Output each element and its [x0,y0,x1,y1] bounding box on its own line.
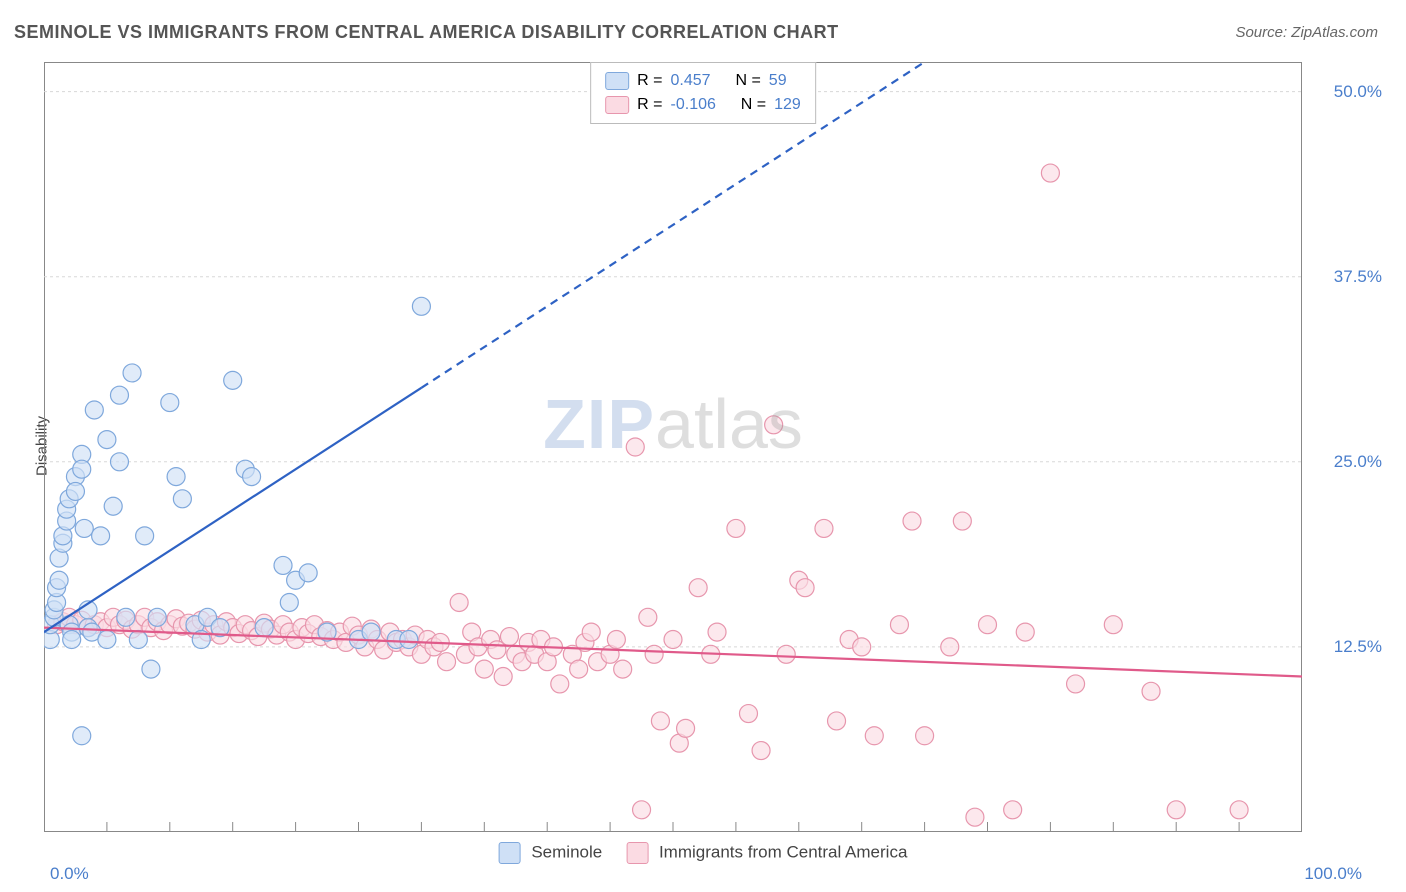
swatch-seminole [605,72,629,90]
chart-svg [44,62,1302,832]
n-value-seminole: 59 [769,69,787,93]
legend-row-immigrants: R = -0.106 N = 129 [605,93,801,117]
n-label-immigrants: N = [741,93,766,117]
chart-container: SEMINOLE VS IMMIGRANTS FROM CENTRAL AMER… [0,0,1406,892]
y-tick-label: 25.0% [1334,452,1382,472]
source-label: Source: ZipAtlas.com [1235,24,1378,41]
legend-row-seminole: R = 0.457 N = 59 [605,69,801,93]
r-label-seminole: R = [637,69,662,93]
chart-title: SEMINOLE VS IMMIGRANTS FROM CENTRAL AMER… [14,22,839,43]
legend-item-immigrants: Immigrants from Central America [626,842,907,864]
r-value-seminole: 0.457 [671,69,711,93]
y-tick-label: 50.0% [1334,82,1382,102]
y-tick-label: 37.5% [1334,267,1382,287]
legend-label-seminole: Seminole [531,842,602,861]
legend-item-seminole: Seminole [499,842,603,864]
series-legend: Seminole Immigrants from Central America [499,842,908,864]
correlation-legend: R = 0.457 N = 59 R = -0.106 N = 129 [590,62,816,124]
swatch-bottom-immigrants [626,842,648,864]
swatch-immigrants [605,96,629,114]
r-label-immigrants: R = [637,93,662,117]
x-axis-min-label: 0.0% [50,864,89,884]
n-value-immigrants: 129 [774,93,801,117]
plot-area: ZIPatlas [44,62,1302,832]
y-tick-label: 12.5% [1334,637,1382,657]
n-label-seminole: N = [735,69,760,93]
x-axis-max-label: 100.0% [1304,864,1362,884]
r-value-immigrants: -0.106 [671,93,716,117]
swatch-bottom-seminole [499,842,521,864]
legend-label-immigrants: Immigrants from Central America [659,842,907,861]
